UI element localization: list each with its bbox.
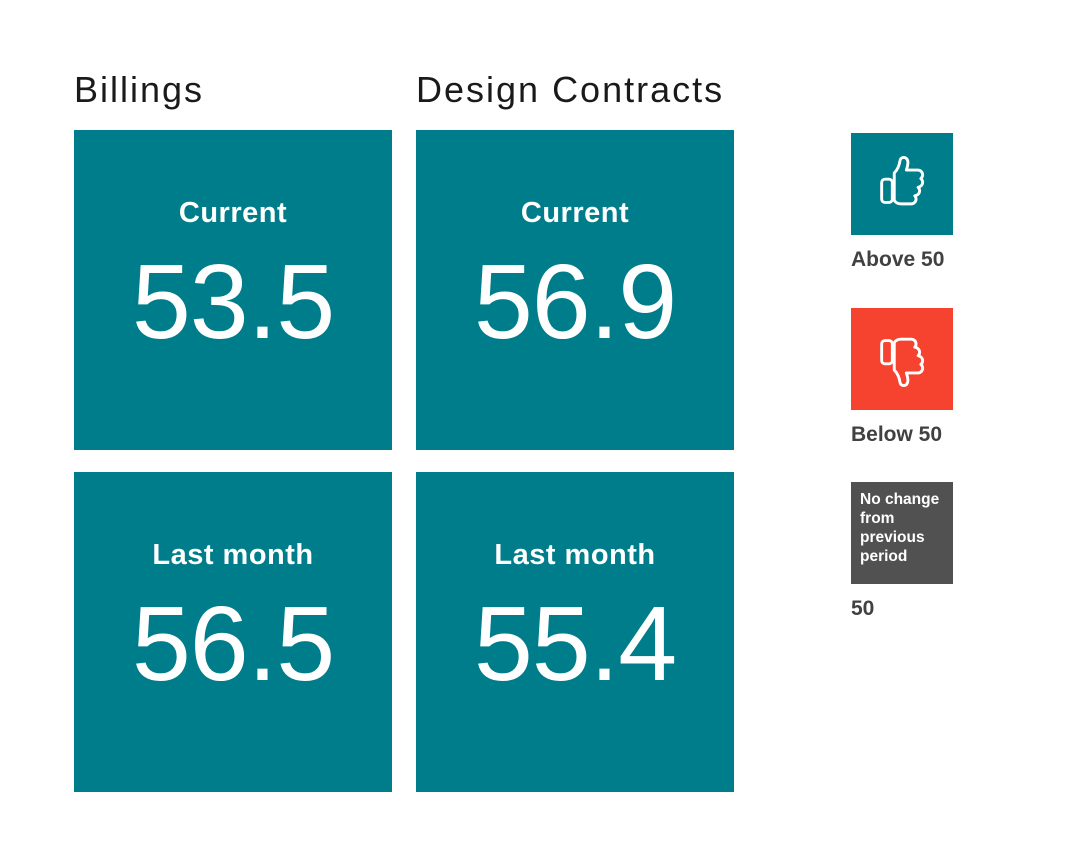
card-value: 55.4 (473, 585, 677, 703)
legend-label-50: 50 (851, 597, 875, 620)
legend-label-below-50: Below 50 (851, 423, 943, 446)
legend-item-no-change: No change from previous period 50 (851, 482, 953, 621)
legend-label-above-50: Above 50 (851, 248, 945, 271)
kpi-card-billings-last-month: Last month 56.5 (74, 472, 392, 792)
legend-swatch-no-change: No change from previous period (851, 482, 953, 584)
metric-title-billings: Billings (74, 69, 205, 110)
card-value: 53.5 (131, 243, 335, 361)
legend-swatch-above-50 (851, 133, 953, 235)
card-period-label: Last month (152, 539, 314, 571)
card-period-label: Current (520, 197, 630, 229)
legend-item-above-50: Above 50 (851, 133, 953, 272)
card-value: 56.5 (131, 585, 335, 703)
card-value: 56.9 (473, 243, 677, 361)
legend-box-text: No change from previous period (860, 491, 940, 565)
card-period-label: Last month (494, 539, 656, 571)
legend-swatch-below-50 (851, 308, 953, 410)
legend-item-below-50: Below 50 (851, 308, 953, 447)
thumbs-down-icon (880, 337, 925, 387)
kpi-card-design-contracts-current: Current 56.9 (416, 130, 734, 450)
metric-title-design-contracts: Design Contracts (416, 69, 725, 110)
kpi-card-design-contracts-last-month: Last month 55.4 (416, 472, 734, 792)
kpi-card-billings-current: Current 53.5 (74, 130, 392, 450)
card-period-label: Current (178, 197, 288, 229)
thumbs-up-icon (880, 156, 925, 206)
